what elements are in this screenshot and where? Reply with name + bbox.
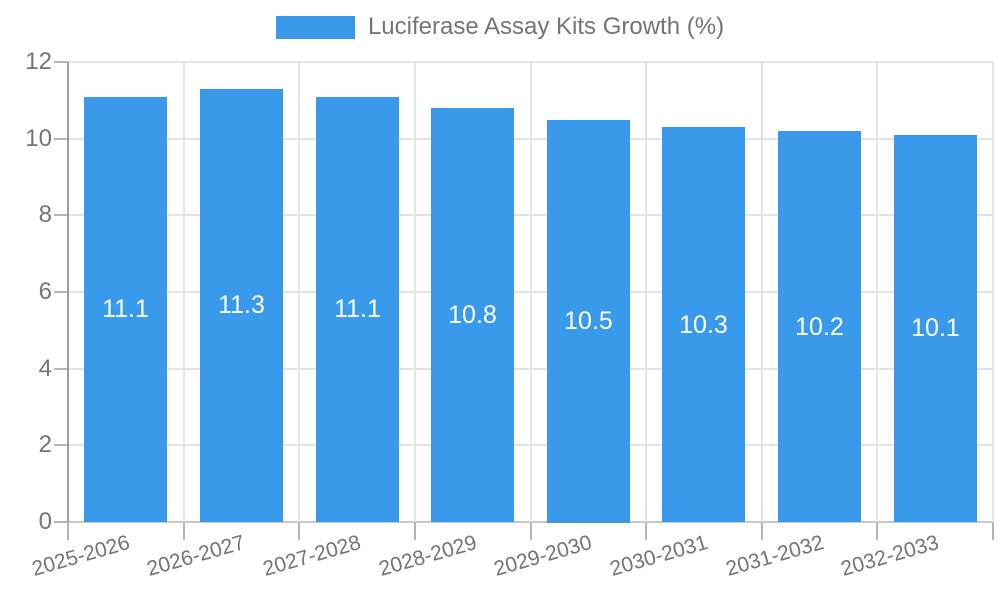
x-tick (876, 522, 878, 540)
bar (200, 89, 283, 522)
bar (316, 97, 399, 522)
y-axis-label: 6 (38, 278, 52, 305)
y-axis-line (67, 62, 69, 522)
y-axis-label: 0 (38, 508, 52, 535)
gridline-v (645, 62, 647, 522)
bar (84, 97, 167, 522)
legend-item[interactable]: Luciferase Assay Kits Growth (%) (275, 13, 725, 41)
x-tick (414, 522, 416, 540)
y-tick (54, 521, 68, 523)
legend-swatch (275, 15, 355, 39)
y-axis-label: 10 (25, 125, 52, 152)
gridline-v (530, 62, 532, 522)
bar (547, 120, 630, 523)
bar (778, 131, 861, 522)
gridline-v (761, 62, 763, 522)
x-tick (298, 522, 300, 540)
y-axis-label: 2 (38, 431, 52, 458)
gridline-v (298, 62, 300, 522)
legend: Luciferase Assay Kits Growth (%) (0, 13, 1000, 41)
y-tick (54, 368, 68, 370)
y-tick (54, 444, 68, 446)
x-tick (67, 522, 69, 540)
x-tick (992, 522, 994, 540)
y-tick (54, 138, 68, 140)
gridline-v (992, 62, 994, 522)
y-tick (54, 214, 68, 216)
y-tick (54, 291, 68, 293)
y-tick (54, 61, 68, 63)
gridline-v (876, 62, 878, 522)
bar (894, 135, 977, 522)
y-axis-label: 4 (38, 355, 52, 382)
x-tick (183, 522, 185, 540)
y-axis-label: 8 (38, 201, 52, 228)
x-tick (645, 522, 647, 540)
gridline-v (414, 62, 416, 522)
x-tick (530, 522, 532, 540)
x-tick (761, 522, 763, 540)
bar (431, 108, 514, 522)
gridline-v (183, 62, 185, 522)
bar (662, 127, 745, 522)
legend-label: Luciferase Assay Kits Growth (%) (367, 13, 725, 40)
y-axis-label: 12 (25, 48, 52, 75)
